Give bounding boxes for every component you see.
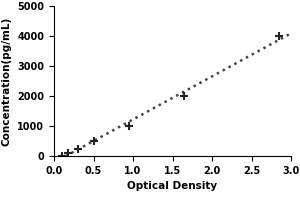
Y-axis label: Concentration(pg/mL): Concentration(pg/mL) bbox=[2, 16, 12, 146]
X-axis label: Optical Density: Optical Density bbox=[128, 181, 218, 191]
